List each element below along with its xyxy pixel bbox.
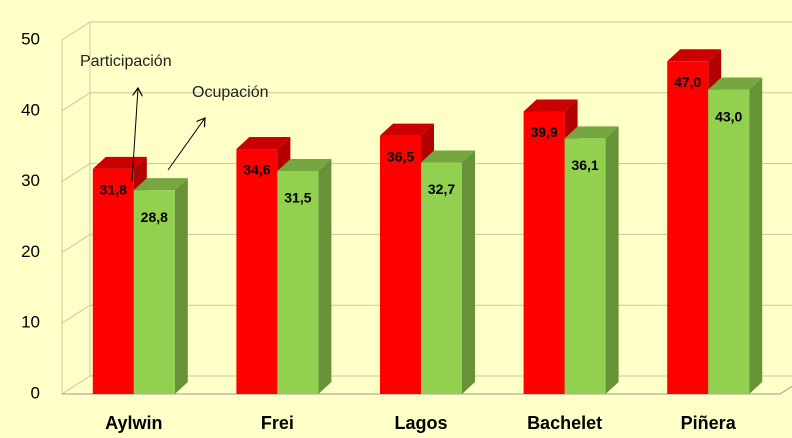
bar-top	[708, 77, 763, 90]
bar	[133, 190, 175, 394]
bar-top	[380, 123, 434, 136]
bar-side	[174, 178, 188, 394]
data-label: 31,5	[284, 190, 311, 206]
x-tick-label: Lagos	[394, 413, 447, 433]
bar	[236, 149, 278, 394]
bar	[421, 162, 462, 394]
y-tick-label: 0	[31, 383, 40, 402]
x-tick-label: Bachelet	[527, 413, 602, 433]
y-tick-label: 40	[21, 100, 40, 119]
data-label: 36,1	[571, 157, 598, 173]
bar	[92, 168, 134, 394]
bar	[564, 138, 606, 394]
legend-arrow	[131, 88, 138, 183]
x-tick-label: Frei	[261, 413, 294, 433]
bar-top	[421, 150, 475, 163]
bar-top	[236, 137, 291, 150]
floor-edge	[779, 385, 792, 395]
y-tick-label: 30	[21, 171, 40, 190]
bar-top	[523, 99, 578, 112]
y-tick-label: 20	[21, 242, 40, 261]
bar	[708, 89, 750, 394]
data-label: 47,0	[674, 74, 701, 90]
bar-side	[605, 126, 619, 395]
legend-arrow	[167, 118, 205, 171]
bar	[523, 111, 565, 395]
data-label: 36,5	[387, 148, 414, 164]
bar-top	[564, 126, 619, 139]
bar	[277, 170, 319, 394]
bar-top	[667, 49, 722, 62]
bar	[667, 61, 709, 395]
bar	[380, 135, 421, 394]
legend-label: Ocupación	[192, 84, 269, 101]
y-tick-label: 10	[21, 313, 40, 332]
x-tick-label: Aylwin	[105, 413, 162, 433]
x-tick-label: Piñera	[681, 413, 737, 433]
bars: Aylwin 31,8 28,8 Frei 34,6 31,5 Lagos 36,5 32,7 B…	[92, 49, 763, 433]
data-label: 39,9	[530, 124, 557, 140]
grid: 0 10 20 30 40 50	[21, 21, 792, 402]
bar-side	[749, 77, 763, 394]
data-label: 43,0	[715, 108, 742, 124]
bar-side	[318, 158, 332, 394]
bar-top	[133, 178, 188, 191]
bar-top	[277, 158, 332, 171]
bar-side	[462, 150, 475, 394]
legend-label: Participación	[80, 53, 172, 70]
y-tick-label: 50	[21, 29, 40, 48]
data-label: 34,6	[243, 162, 270, 178]
data-label: 31,8	[100, 182, 127, 198]
data-label: 28,8	[141, 209, 168, 225]
data-label: 32,7	[428, 181, 455, 197]
